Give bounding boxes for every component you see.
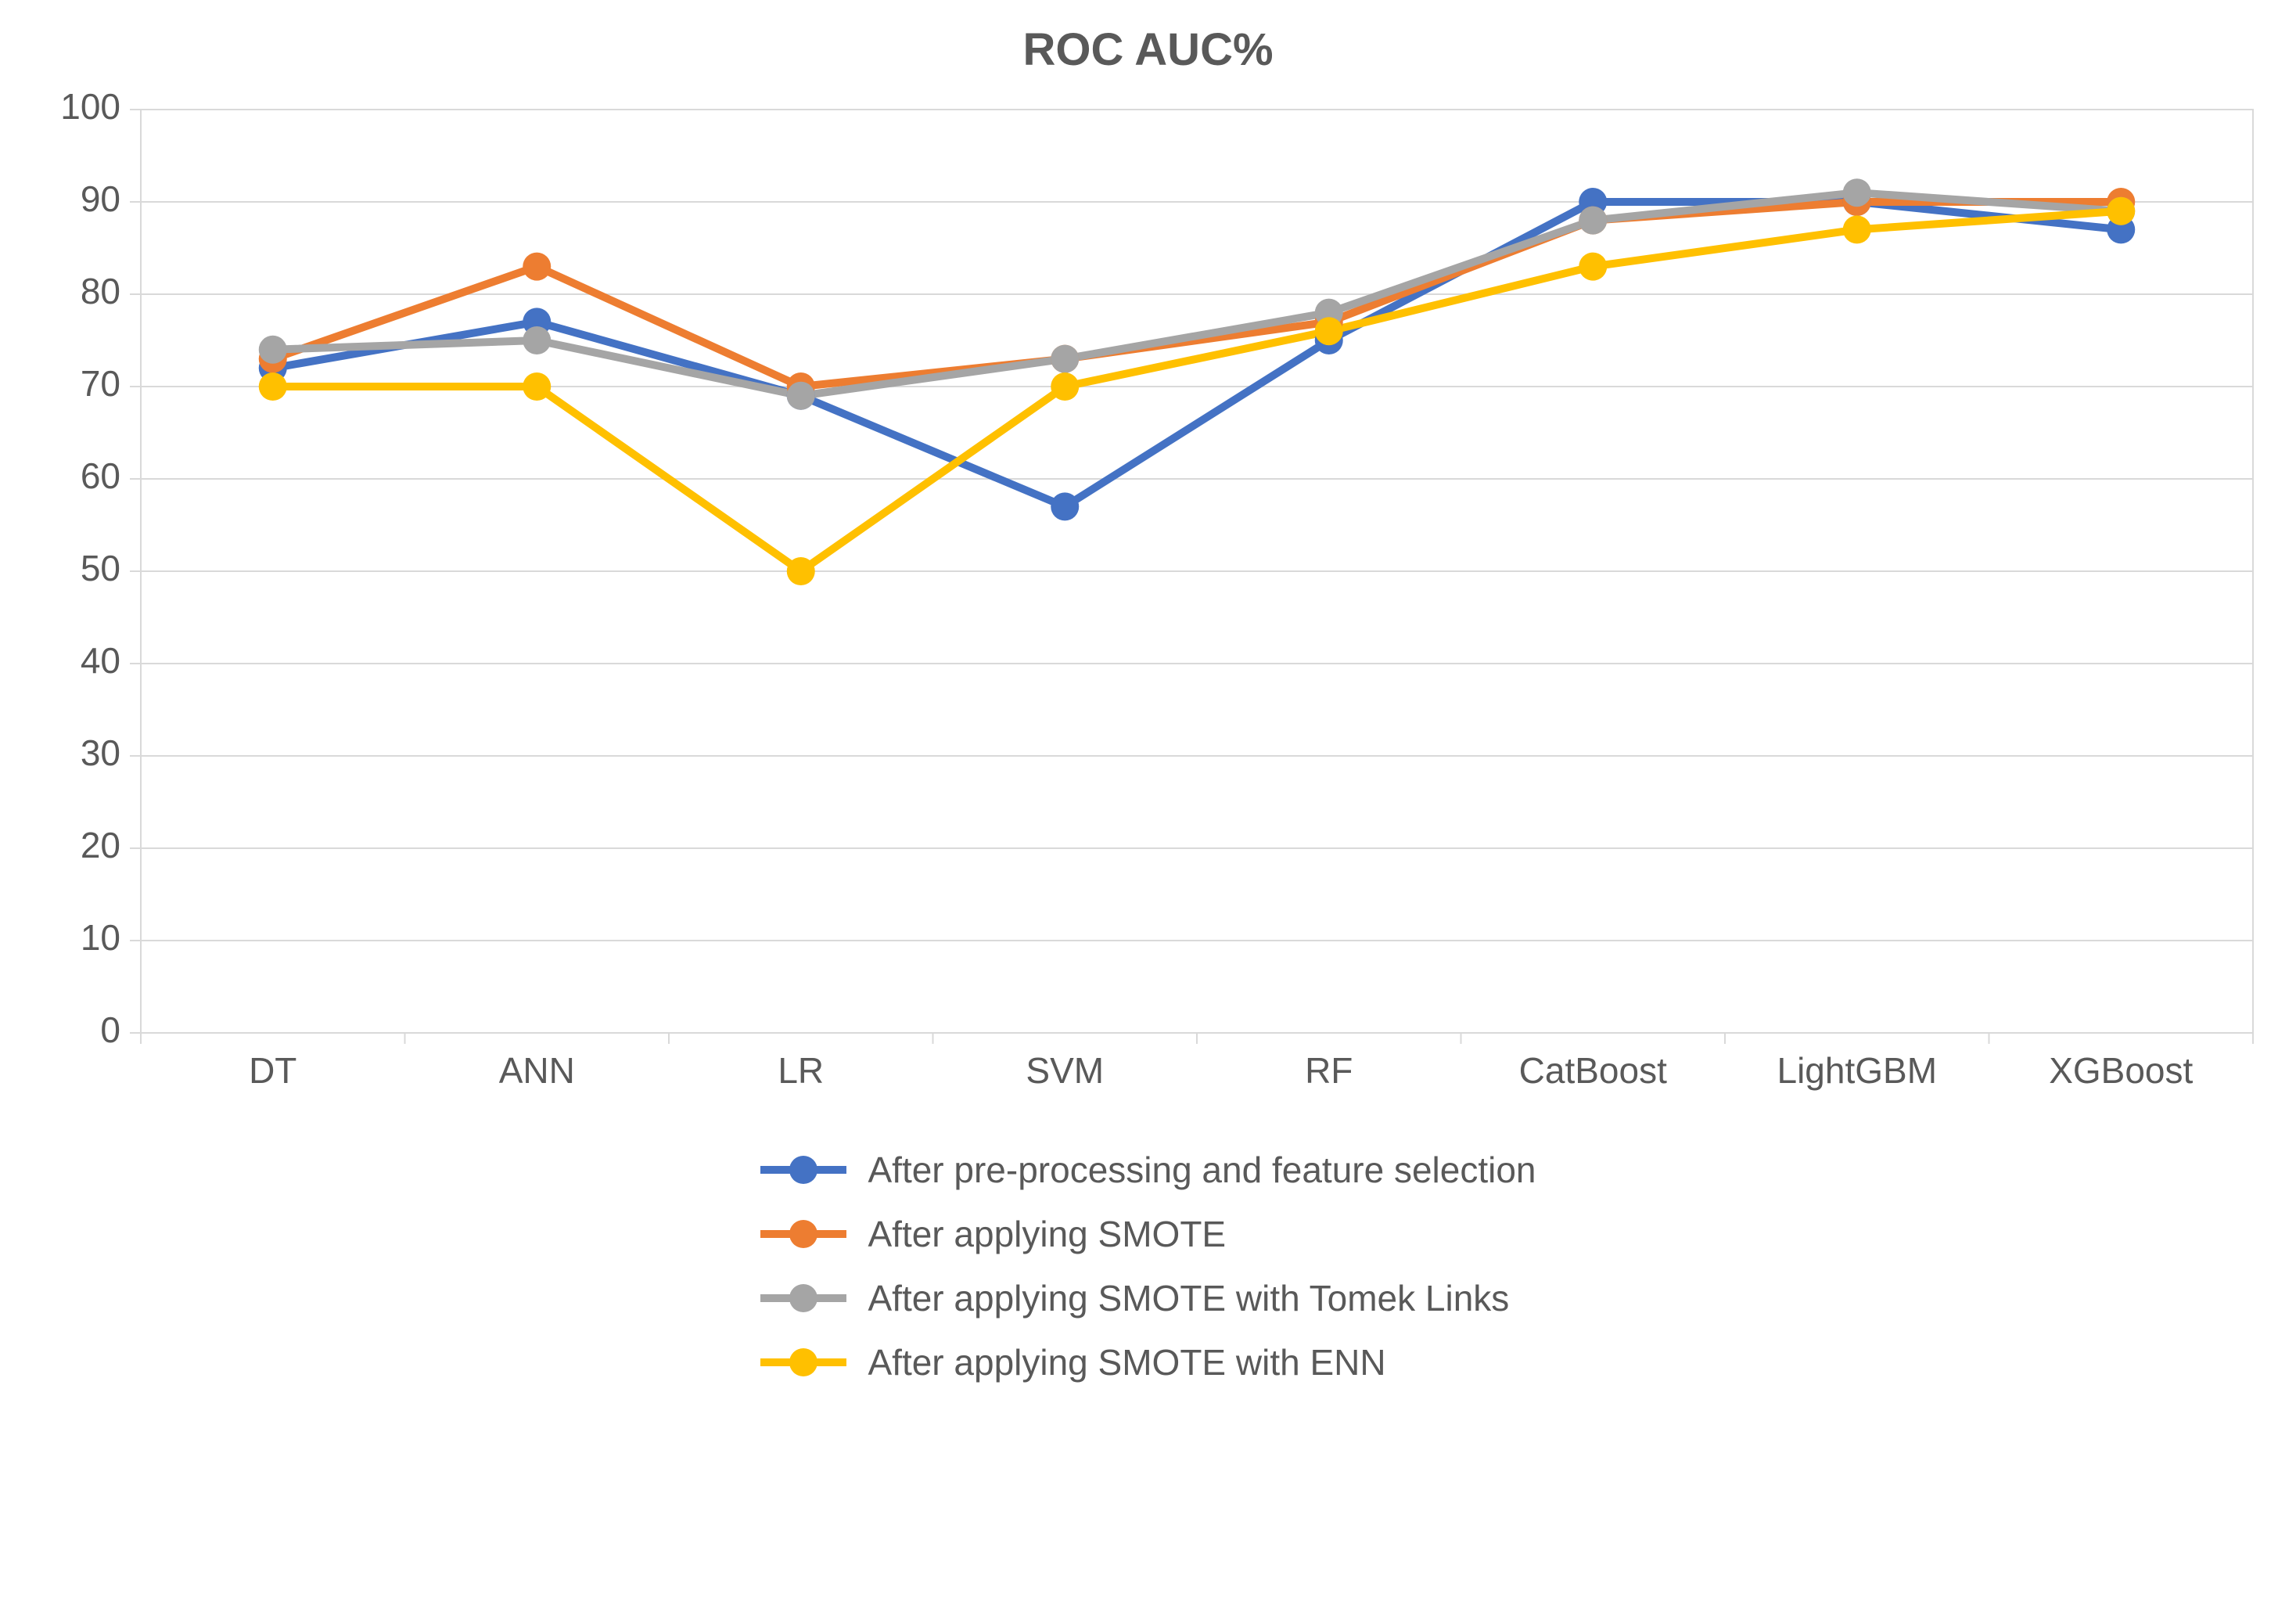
y-tick-label: 80	[81, 271, 120, 311]
series-marker	[1579, 253, 1607, 281]
y-tick-label: 10	[81, 917, 120, 958]
series-marker	[1051, 492, 1079, 520]
x-tick-label: CatBoost	[1519, 1050, 1667, 1091]
series-group	[259, 178, 2136, 585]
legend-item: After applying SMOTE with ENN	[760, 1341, 1536, 1383]
y-tick-label: 20	[81, 825, 120, 865]
series-marker	[259, 372, 287, 401]
x-tick-label: ANN	[499, 1050, 575, 1091]
series-marker	[1315, 317, 1343, 345]
series-marker	[2107, 197, 2135, 225]
legend-label: After applying SMOTE with Tomek Links	[868, 1277, 1509, 1319]
legend-item: After pre-processing and feature selecti…	[760, 1149, 1536, 1191]
series-marker	[523, 253, 551, 281]
legend-label: After applying SMOTE	[868, 1213, 1226, 1255]
x-tick-label: XGBoost	[2049, 1050, 2193, 1091]
series-marker	[1843, 215, 1871, 243]
y-tick-label: 40	[81, 640, 120, 681]
series-marker	[1051, 345, 1079, 373]
y-tick-label: 100	[60, 86, 120, 127]
y-tick-label: 30	[81, 732, 120, 773]
chart-container: ROC AUC% 0102030405060708090100DTANNLRSV…	[0, 0, 2296, 1601]
legend-label: After pre-processing and feature selecti…	[868, 1149, 1536, 1191]
series-line	[273, 202, 2122, 506]
series-marker	[259, 336, 287, 364]
series-marker	[1843, 178, 1871, 207]
y-tick-label: 0	[100, 1009, 120, 1050]
series-marker	[523, 326, 551, 354]
y-tick-label: 60	[81, 455, 120, 496]
x-tick-label: LightGBM	[1777, 1050, 1937, 1091]
y-tick-label: 50	[81, 548, 120, 588]
legend-swatch	[760, 1347, 846, 1378]
x-tick-label: LR	[778, 1050, 824, 1091]
legend-swatch	[760, 1154, 846, 1185]
x-tick-label: RF	[1305, 1050, 1353, 1091]
x-tick-label: SVM	[1026, 1050, 1104, 1091]
series-marker	[787, 557, 815, 585]
legend-swatch	[760, 1283, 846, 1314]
chart-svg: 0 10 20 30 40 50 60 70 80 90 100 DT ANN LR SVM RF CatBoo…	[0, 0, 2296, 1158]
legend-label: After applying SMOTE with ENN	[868, 1341, 1385, 1383]
legend-item: After applying SMOTE with Tomek Links	[760, 1277, 1536, 1319]
x-tick-label: DT	[249, 1050, 296, 1091]
y-tick-label: 70	[81, 363, 120, 404]
series-marker	[787, 382, 815, 410]
series-marker	[1579, 207, 1607, 235]
y-tick-label: 90	[81, 178, 120, 219]
series-marker	[1051, 372, 1079, 401]
legend-swatch	[760, 1218, 846, 1250]
series-marker	[523, 372, 551, 401]
legend: After pre-processing and feature selecti…	[760, 1127, 1536, 1405]
legend-item: After applying SMOTE	[760, 1213, 1536, 1255]
